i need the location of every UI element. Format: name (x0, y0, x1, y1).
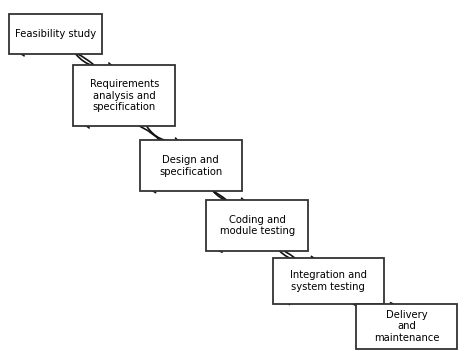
Text: Feasibility study: Feasibility study (15, 29, 96, 39)
Text: Requirements
analysis and
specification: Requirements analysis and specification (90, 79, 159, 112)
FancyBboxPatch shape (9, 14, 102, 54)
FancyBboxPatch shape (73, 65, 175, 126)
Text: Integration and
system testing: Integration and system testing (290, 270, 367, 292)
Text: Delivery
and
maintenance: Delivery and maintenance (374, 310, 439, 343)
FancyBboxPatch shape (356, 304, 457, 349)
FancyBboxPatch shape (206, 200, 308, 251)
Text: Coding and
module testing: Coding and module testing (219, 215, 295, 236)
FancyBboxPatch shape (140, 140, 242, 191)
Text: Design and
specification: Design and specification (159, 155, 222, 177)
FancyBboxPatch shape (273, 258, 384, 304)
